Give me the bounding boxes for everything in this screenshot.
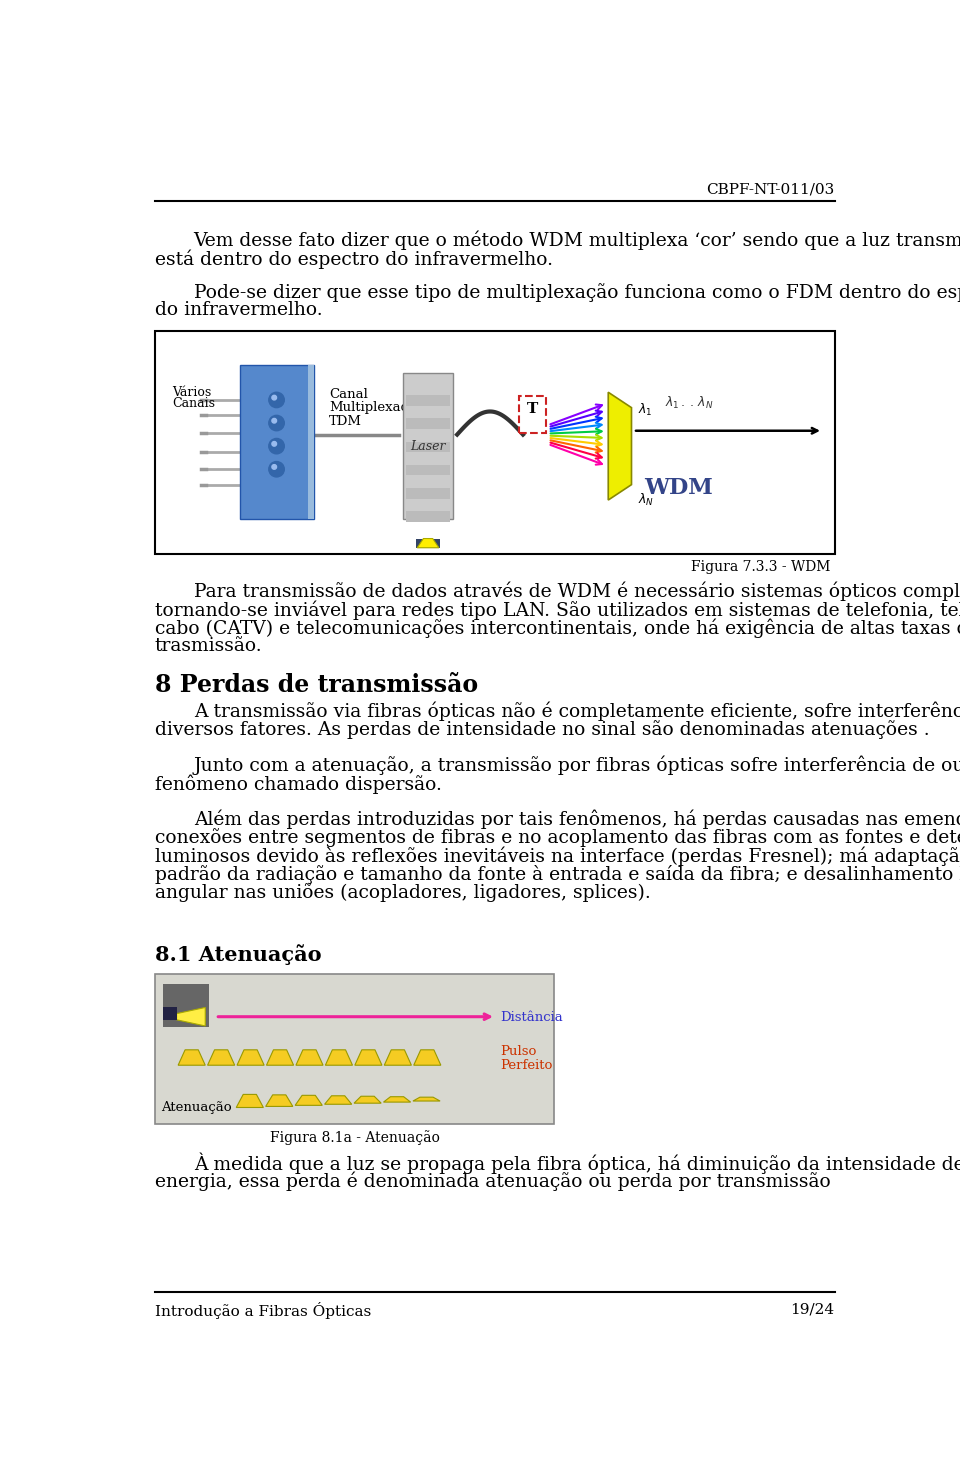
Bar <box>307 365 314 520</box>
Text: Além das perdas introduzidas por tais fenômenos, há perdas causadas nas emendas : Além das perdas introduzidas por tais fe… <box>194 810 960 829</box>
Text: Pode-se dizer que esse tipo de multiplexação funciona como o FDM dentro do espec: Pode-se dizer que esse tipo de multiplex… <box>194 283 960 302</box>
Text: diversos fatores. As perdas de intensidade no sinal são denominadas atenuações .: diversos fatores. As perdas de intensida… <box>155 720 929 739</box>
Text: padrão da radiação e tamanho da fonte à entrada e saída da fibra; e desalinhamen: padrão da radiação e tamanho da fonte à … <box>155 866 960 885</box>
Text: Junto com a atenuação, a transmissão por fibras ópticas sofre interferência de o: Junto com a atenuação, a transmissão por… <box>194 755 960 776</box>
Text: 8.1 Atenuação: 8.1 Atenuação <box>155 945 322 966</box>
Bar <box>406 396 450 406</box>
Text: Laser: Laser <box>410 440 445 453</box>
Text: Introdução a Fibras Ópticas: Introdução a Fibras Ópticas <box>155 1303 372 1319</box>
Polygon shape <box>266 1095 293 1107</box>
Text: energia, essa perda é denominada atenuação ou perda por transmissão: energia, essa perda é denominada atenuaç… <box>155 1172 830 1191</box>
Text: Pulso: Pulso <box>500 1045 536 1058</box>
Circle shape <box>269 392 284 408</box>
Polygon shape <box>179 1050 205 1066</box>
Polygon shape <box>236 1094 263 1107</box>
Text: luminosos devido às reflexões inevitáveis na interface (perdas Fresnel); má adap: luminosos devido às reflexões inevitávei… <box>155 846 960 866</box>
Circle shape <box>269 439 284 453</box>
Text: Multiplexado: Multiplexado <box>329 402 418 415</box>
Text: Canal: Canal <box>329 389 368 402</box>
Bar <box>155 331 834 553</box>
Bar <box>519 396 546 433</box>
Bar <box>155 973 554 1123</box>
Polygon shape <box>383 1097 411 1103</box>
Text: fenômeno chamado dispersão.: fenômeno chamado dispersão. <box>155 774 442 793</box>
Text: 8 Perdas de transmissão: 8 Perdas de transmissão <box>155 673 478 696</box>
Text: trasmissão.: trasmissão. <box>155 637 262 655</box>
Text: Vem desse fato dizer que o método WDM multiplexa ‘cor’ sendo que a luz transmiti: Vem desse fato dizer que o método WDM mu… <box>194 231 960 250</box>
Polygon shape <box>207 1050 234 1066</box>
Text: tornando-se inviável para redes tipo LAN. São utilizados em sistemas de telefoni: tornando-se inviável para redes tipo LAN… <box>155 601 960 620</box>
Text: conexões entre segmentos de fibras e no acoplamento das fibras com as fontes e d: conexões entre segmentos de fibras e no … <box>155 829 960 846</box>
Polygon shape <box>177 1007 205 1026</box>
Text: Figura 7.3.3 - WDM: Figura 7.3.3 - WDM <box>691 561 830 574</box>
Text: Vários: Vários <box>172 386 211 399</box>
Polygon shape <box>324 1095 351 1104</box>
Text: CBPF-NT-011/03: CBPF-NT-011/03 <box>707 183 834 197</box>
Polygon shape <box>609 392 632 500</box>
Circle shape <box>272 442 276 446</box>
Polygon shape <box>296 1050 324 1066</box>
Text: À medida que a luz se propaga pela fibra óptica, há diminuição da intensidade de: À medida que a luz se propaga pela fibra… <box>194 1153 960 1175</box>
Text: $\lambda_N$: $\lambda_N$ <box>637 492 654 508</box>
Polygon shape <box>295 1095 323 1105</box>
Text: do infravermelho.: do infravermelho. <box>155 302 323 319</box>
Bar <box>406 487 450 499</box>
Polygon shape <box>414 1050 441 1066</box>
Text: cabo (CATV) e telecomunicações intercontinentais, onde há exigência de altas tax: cabo (CATV) e telecomunicações intercont… <box>155 618 960 639</box>
Text: está dentro do espectro do infravermelho.: está dentro do espectro do infravermelho… <box>155 249 553 268</box>
Text: $\lambda_1$: $\lambda_1$ <box>637 402 653 418</box>
Circle shape <box>272 418 276 422</box>
Text: Figura 8.1a - Atenuação: Figura 8.1a - Atenuação <box>270 1130 440 1145</box>
Circle shape <box>272 465 276 470</box>
Circle shape <box>269 462 284 477</box>
Text: TDM: TDM <box>329 415 362 427</box>
Text: angular nas uniões (acopladores, ligadores, splices).: angular nas uniões (acopladores, ligador… <box>155 883 651 902</box>
Bar <box>406 442 450 452</box>
Polygon shape <box>267 1050 294 1066</box>
Polygon shape <box>354 1097 381 1103</box>
Text: A transmissão via fibras ópticas não é completamente eficiente, sofre interferên: A transmissão via fibras ópticas não é c… <box>194 702 960 721</box>
Text: Atenuação: Atenuação <box>161 1101 231 1114</box>
Bar <box>417 539 440 548</box>
Polygon shape <box>325 1050 352 1066</box>
Text: Distância: Distância <box>500 1011 563 1023</box>
Text: T: T <box>527 402 539 417</box>
Text: $\lambda_1 \,.\,.\, \lambda_N$: $\lambda_1 \,.\,.\, \lambda_N$ <box>665 394 713 411</box>
Polygon shape <box>384 1050 412 1066</box>
Bar <box>406 418 450 430</box>
Bar <box>406 465 450 475</box>
Bar <box>240 365 314 520</box>
Polygon shape <box>237 1050 264 1066</box>
Circle shape <box>269 415 284 431</box>
Bar <box>162 985 209 1027</box>
Polygon shape <box>418 539 439 548</box>
Bar <box>406 511 450 521</box>
Text: Para transmissão de dados através de WDM é necessário sistemas ópticos complexos: Para transmissão de dados através de WDM… <box>194 581 960 601</box>
Text: 19/24: 19/24 <box>790 1303 834 1316</box>
Bar <box>403 372 453 520</box>
Text: WDM: WDM <box>643 477 712 499</box>
Bar <box>162 1007 177 1020</box>
Text: Canais: Canais <box>172 397 215 409</box>
Polygon shape <box>413 1097 440 1101</box>
Circle shape <box>272 396 276 400</box>
Text: Perfeito: Perfeito <box>500 1058 552 1072</box>
Polygon shape <box>355 1050 382 1066</box>
